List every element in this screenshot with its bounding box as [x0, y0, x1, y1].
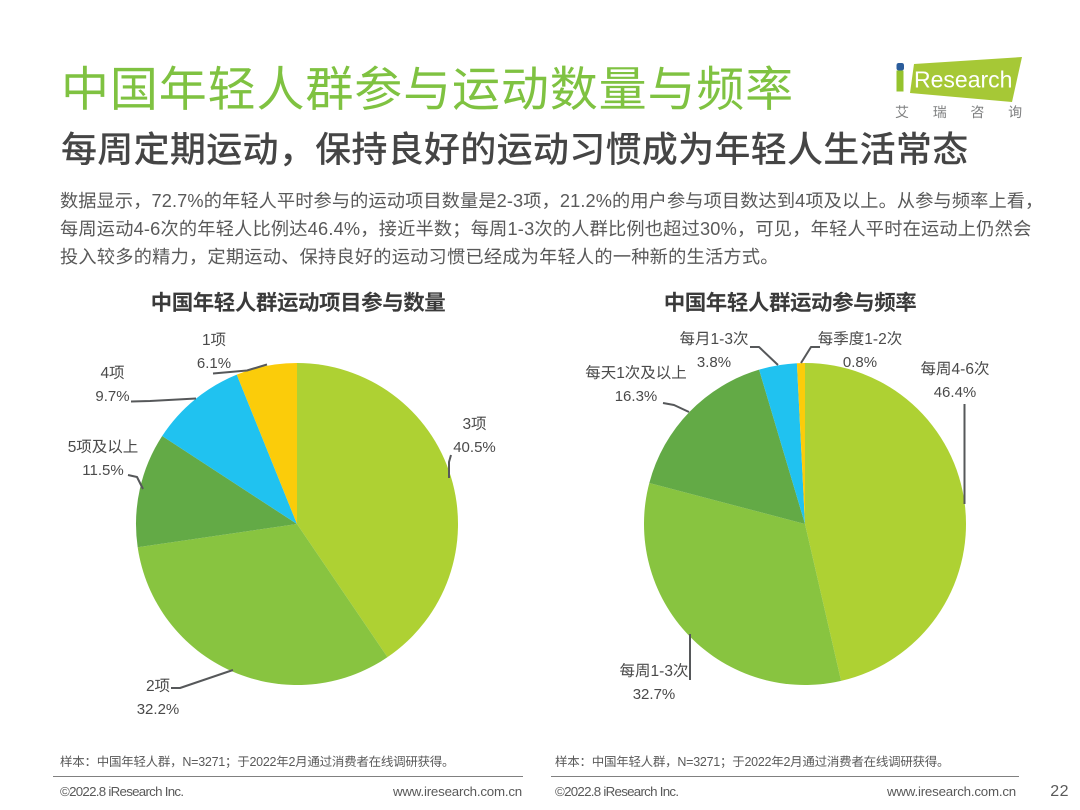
svg-text:Research: Research [914, 67, 1012, 93]
svg-text:艾瑞咨询: 艾瑞咨询 [895, 102, 1040, 122]
